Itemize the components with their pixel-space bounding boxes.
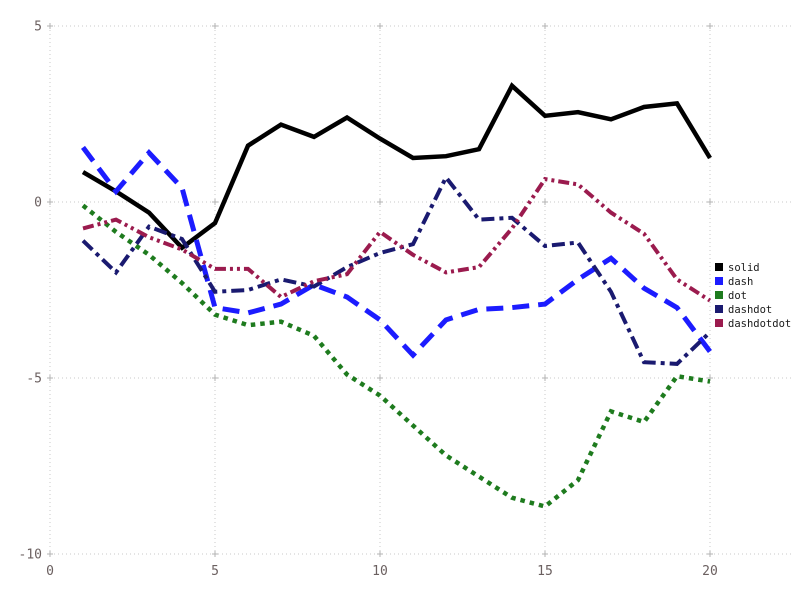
y-axis-tick-label: 5 <box>34 20 42 35</box>
series-dashdotdot-line <box>82 176 712 303</box>
x-axis-tick-label: 20 <box>702 564 718 579</box>
x-axis-tick-label: 0 <box>46 564 54 579</box>
legend-swatch-dashdotdot <box>715 319 723 327</box>
x-axis-tick-label: 5 <box>211 564 219 579</box>
legend-label-dashdotdot: dashdotdot <box>728 318 791 330</box>
legend-swatch-dash <box>715 277 723 285</box>
series-dash-line <box>81 145 712 359</box>
legend-swatch-solid <box>715 263 723 271</box>
y-axis-tick-label: -5 <box>26 372 42 387</box>
legend-swatch-dot <box>715 291 723 299</box>
x-axis-tick-label: 15 <box>537 564 553 579</box>
y-axis-tick-label: 0 <box>34 196 42 211</box>
x-axis-tick-label: 10 <box>372 564 388 579</box>
legend-label-dashdot: dashdot <box>728 304 772 316</box>
series-solid-line <box>81 82 712 251</box>
legend-label-dash: dash <box>728 276 753 288</box>
series-dot-line <box>81 203 711 509</box>
legend-swatch-dashdot <box>715 305 723 313</box>
y-axis-tick-label: -10 <box>19 548 42 563</box>
legend-label-solid: solid <box>728 262 760 274</box>
series-dashdot-line <box>81 173 712 366</box>
legend-label-dot: dot <box>728 290 747 302</box>
